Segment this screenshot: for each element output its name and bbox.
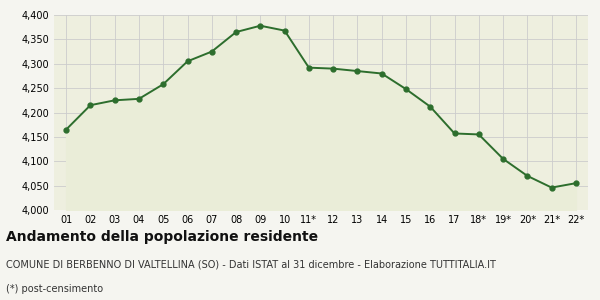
Text: COMUNE DI BERBENNO DI VALTELLINA (SO) - Dati ISTAT al 31 dicembre - Elaborazione: COMUNE DI BERBENNO DI VALTELLINA (SO) - … — [6, 260, 496, 269]
Text: Andamento della popolazione residente: Andamento della popolazione residente — [6, 230, 318, 244]
Text: (*) post-censimento: (*) post-censimento — [6, 284, 103, 293]
